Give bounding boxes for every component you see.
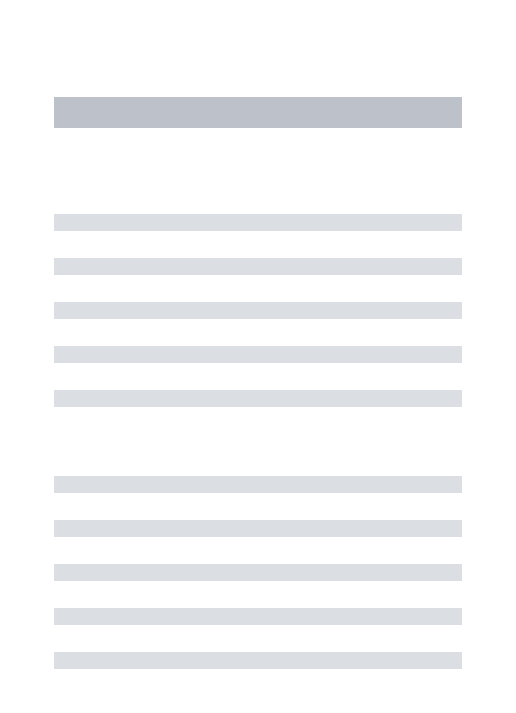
skeleton-line <box>54 520 462 537</box>
skeleton-header <box>54 97 462 128</box>
skeleton-line <box>54 258 462 275</box>
skeleton-line <box>54 564 462 581</box>
skeleton-line <box>54 476 462 493</box>
skeleton-container <box>0 0 516 669</box>
skeleton-line <box>54 652 462 669</box>
skeleton-line <box>54 214 462 231</box>
skeleton-line <box>54 346 462 363</box>
skeleton-line <box>54 608 462 625</box>
group-separator <box>54 434 462 476</box>
skeleton-line <box>54 302 462 319</box>
skeleton-line <box>54 390 462 407</box>
